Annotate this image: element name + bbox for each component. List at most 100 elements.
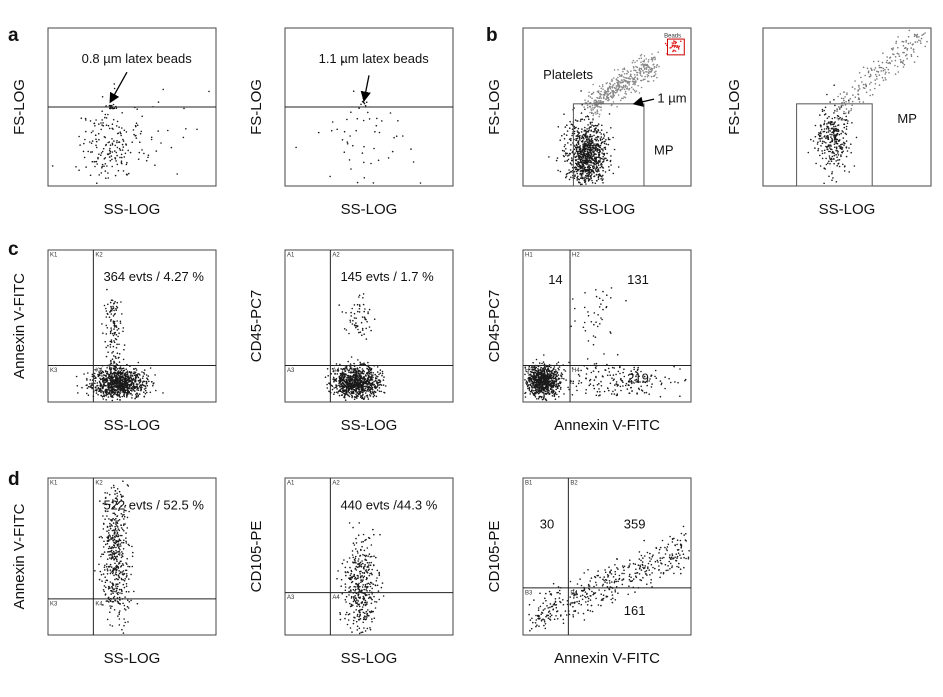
event-dot xyxy=(208,90,210,93)
event-dot xyxy=(379,383,382,386)
event-dot xyxy=(111,376,113,378)
event-dot xyxy=(607,137,610,139)
event-dot xyxy=(117,374,120,377)
event-dot xyxy=(365,327,368,330)
event-dot xyxy=(561,134,563,137)
event-dot xyxy=(568,138,571,141)
event-dot xyxy=(875,75,878,78)
event-dot xyxy=(116,329,119,331)
event-dot xyxy=(113,320,116,323)
event-dot xyxy=(596,170,598,173)
event-dot xyxy=(638,57,640,60)
event-dot xyxy=(381,120,383,122)
event-dot xyxy=(619,99,622,102)
event-dot xyxy=(114,174,117,177)
event-dot xyxy=(591,179,593,182)
event-dot xyxy=(550,373,552,375)
event-dot xyxy=(126,372,129,374)
event-dot xyxy=(902,66,905,68)
event-dot xyxy=(608,86,611,88)
event-dot xyxy=(585,147,587,150)
event-dot xyxy=(596,136,599,138)
event-dot xyxy=(583,119,586,121)
event-dot xyxy=(658,65,660,68)
event-dot xyxy=(590,140,592,143)
event-dot xyxy=(349,319,352,322)
event-dot xyxy=(570,123,573,126)
event-dot xyxy=(876,70,878,73)
event-dot xyxy=(833,154,836,157)
event-dot xyxy=(115,338,118,341)
event-dot xyxy=(524,366,526,369)
event-dot xyxy=(127,149,129,152)
event-dot xyxy=(592,114,594,117)
event-dot xyxy=(596,90,599,93)
event-dot xyxy=(139,132,142,135)
event-dot xyxy=(126,173,128,176)
event-dot xyxy=(372,374,374,376)
event-dot xyxy=(845,128,848,130)
event-dot xyxy=(838,133,841,136)
event-dot xyxy=(97,375,100,378)
event-dot xyxy=(844,104,847,106)
event-dot xyxy=(105,346,107,349)
event-dot xyxy=(609,83,612,85)
event-dot xyxy=(110,299,113,302)
event-dot xyxy=(615,92,617,94)
event-dot xyxy=(623,88,626,91)
event-dot xyxy=(586,139,588,142)
event-dot xyxy=(127,377,130,380)
event-dot xyxy=(378,387,381,389)
event-dot xyxy=(591,148,593,151)
event-dot xyxy=(112,107,115,110)
event-dot xyxy=(610,92,612,94)
event-dot xyxy=(582,148,585,151)
event-dot xyxy=(378,390,381,393)
event-dot xyxy=(122,170,125,172)
event-dot xyxy=(843,118,845,121)
event-dot xyxy=(357,359,359,361)
event-dot xyxy=(122,146,125,148)
dot-cloud xyxy=(324,293,387,402)
event-dot xyxy=(837,152,839,154)
event-dot xyxy=(582,170,584,172)
event-dot xyxy=(120,132,122,135)
event-dot xyxy=(672,42,675,44)
event-dot xyxy=(599,150,601,152)
event-dot xyxy=(565,379,567,381)
event-dot xyxy=(608,169,611,171)
event-dot xyxy=(603,133,605,135)
event-dot xyxy=(602,137,605,139)
event-dot xyxy=(862,101,865,103)
event-dot xyxy=(586,128,588,130)
event-dot xyxy=(671,42,674,44)
event-dot xyxy=(119,322,122,324)
event-dot xyxy=(355,322,357,324)
event-dot xyxy=(524,379,526,381)
event-dot xyxy=(530,385,533,387)
event-dot xyxy=(376,389,379,391)
event-dot xyxy=(865,91,868,94)
event-dot xyxy=(641,75,643,77)
event-dot xyxy=(335,363,338,365)
event-dot xyxy=(121,395,124,398)
event-dot xyxy=(363,370,366,373)
event-dot xyxy=(556,372,558,375)
event-dot xyxy=(353,379,355,382)
event-dot xyxy=(137,376,140,379)
event-dot xyxy=(611,78,613,81)
event-dot xyxy=(366,383,369,386)
event-dot xyxy=(582,153,584,155)
event-dot xyxy=(368,372,371,375)
event-dot xyxy=(919,40,922,42)
event-dot xyxy=(875,73,877,76)
event-dot xyxy=(115,151,118,154)
event-dot xyxy=(154,164,156,166)
event-dot xyxy=(595,394,598,397)
event-dot xyxy=(578,168,580,171)
event-dot xyxy=(594,144,596,147)
event-dot xyxy=(329,175,331,178)
event-dot xyxy=(546,388,549,390)
event-dot xyxy=(855,136,858,139)
event-dot xyxy=(563,113,565,115)
